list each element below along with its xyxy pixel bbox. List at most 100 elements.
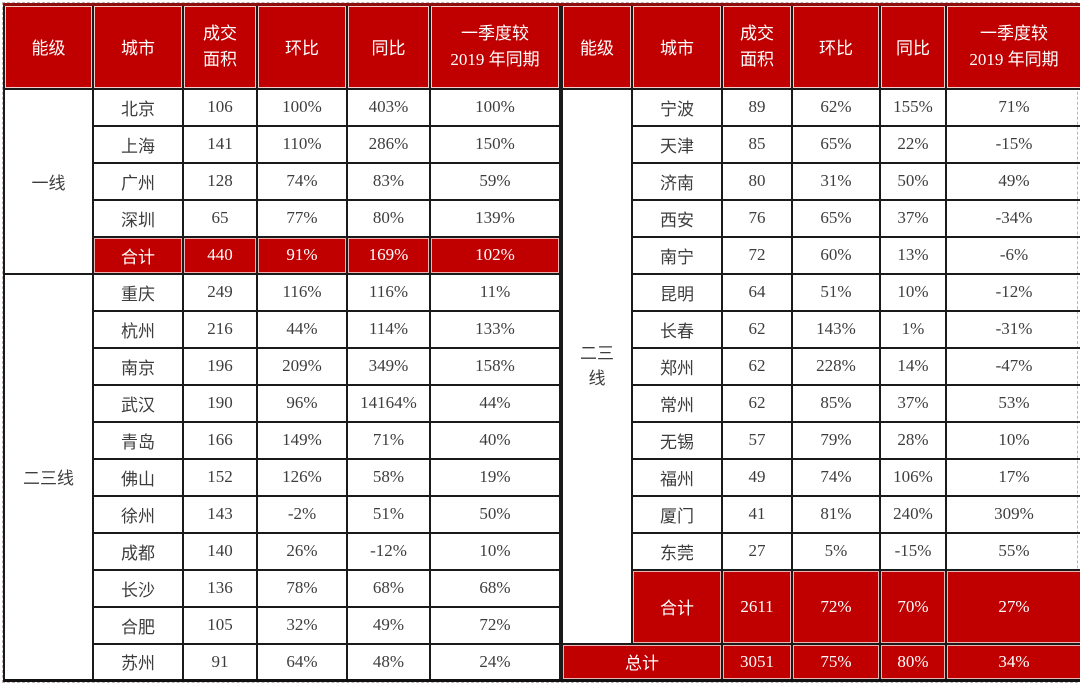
yoy-cell: 50% xyxy=(879,161,947,201)
mom-cell: 228% xyxy=(791,346,881,386)
table-row: 合肥 105 32% 49% 72% xyxy=(4,605,561,645)
header-mom: 环比 xyxy=(256,3,348,90)
yoy-cell: 14164% xyxy=(346,383,431,423)
yoy-cell: 48% xyxy=(346,642,431,682)
header-city: 城市 xyxy=(631,3,723,90)
right-header-row: 能级 城市 成交 面积 环比 同比 一季度较 2019 年同期 xyxy=(561,3,1080,90)
area-cell: 140 xyxy=(182,531,258,571)
header-yoy: 同比 xyxy=(879,3,947,90)
vs2019-cell: 10% xyxy=(429,531,561,571)
yoy-cell: 37% xyxy=(879,383,947,423)
header-tier: 能级 xyxy=(561,3,633,90)
mom-cell: 65% xyxy=(791,124,881,164)
area-cell: 3051 xyxy=(721,642,793,682)
table-row: 西安 76 65% 37% -34% xyxy=(562,198,1080,238)
city-cell: 北京 xyxy=(92,87,184,127)
yoy-cell: 1% xyxy=(879,309,947,349)
vs2019-cell: 40% xyxy=(429,420,561,460)
header-city: 城市 xyxy=(92,3,184,90)
vs2019-cell: 50% xyxy=(429,494,561,534)
area-cell: 190 xyxy=(182,383,258,423)
vs2019-cell: -6% xyxy=(945,235,1080,275)
grand-total-row: 总计 3051 75% 80% 34% xyxy=(561,642,1080,682)
vs2019-cell: 10% xyxy=(945,420,1080,460)
header-yoy: 同比 xyxy=(346,3,431,90)
vs2019-cell: -31% xyxy=(945,309,1080,349)
city-cell: 长沙 xyxy=(92,568,184,608)
city-cell: 青岛 xyxy=(92,420,184,460)
table-row: 一线 北京 106 100% 403% 100% xyxy=(3,87,561,275)
mom-cell: 5% xyxy=(791,531,881,571)
yoy-cell: 155% xyxy=(879,87,947,127)
city-cell: 重庆 xyxy=(92,272,184,312)
city-cell: 武汉 xyxy=(92,383,184,423)
mom-cell: 209% xyxy=(256,346,348,386)
yoy-cell: 22% xyxy=(879,124,947,164)
yoy-cell: -15% xyxy=(879,531,947,571)
mom-cell: 26% xyxy=(256,531,348,571)
subtotal-label-cell: 合计 xyxy=(631,568,723,645)
vs2019-cell: -12% xyxy=(945,272,1080,312)
city-cell: 南京 xyxy=(92,346,184,386)
yoy-cell: 58% xyxy=(346,457,431,497)
tier1-cell: 一线 xyxy=(3,87,94,275)
city-cell: 南宁 xyxy=(631,235,723,275)
mom-cell: 65% xyxy=(791,198,881,238)
mom-cell: 77% xyxy=(256,198,348,238)
area-cell: 72 xyxy=(721,235,793,275)
yoy-cell: 71% xyxy=(346,420,431,460)
table-row: 无锡 57 79% 28% 10% xyxy=(562,420,1080,460)
area-cell: 27 xyxy=(721,531,793,571)
yoy-cell: 49% xyxy=(346,605,431,645)
yoy-cell: 106% xyxy=(879,457,947,497)
area-cell: 76 xyxy=(721,198,793,238)
mom-cell: 75% xyxy=(791,642,881,682)
area-cell: 249 xyxy=(182,272,258,312)
table-row: 徐州 143 -2% 51% 50% xyxy=(4,494,561,534)
city-cell: 上海 xyxy=(92,124,184,164)
mom-cell: 60% xyxy=(791,235,881,275)
header-area: 成交 面积 xyxy=(721,3,793,90)
vs2019-cell: 11% xyxy=(429,272,561,312)
yoy-cell: 37% xyxy=(879,198,947,238)
right-table: 能级 城市 成交 面积 环比 同比 一季度较 2019 年同期 二三 线 宁波 … xyxy=(561,3,1080,682)
header-q1-vs-2019: 一季度较 2019 年同期 xyxy=(945,3,1080,90)
area-cell: 152 xyxy=(182,457,258,497)
city-cell: 郑州 xyxy=(631,346,723,386)
table-row: 长春 62 143% 1% -31% xyxy=(562,309,1080,349)
vs2019-cell: 55% xyxy=(945,531,1080,571)
yoy-cell: 80% xyxy=(879,642,947,682)
table-row: 成都 140 26% -12% 10% xyxy=(4,531,561,571)
table-row: 昆明 64 51% 10% -12% xyxy=(562,272,1080,312)
yoy-cell: 116% xyxy=(346,272,431,312)
table-row: 东莞 27 5% -15% 55% xyxy=(562,531,1080,571)
mom-cell: 126% xyxy=(256,457,348,497)
table-row: 青岛 166 149% 71% 40% xyxy=(4,420,561,460)
city-cell: 昆明 xyxy=(631,272,723,312)
mom-cell: 72% xyxy=(791,568,881,645)
table-row: 南京 196 209% 349% 158% xyxy=(4,346,561,386)
table-row: 佛山 152 126% 58% 19% xyxy=(4,457,561,497)
vs2019-cell: 19% xyxy=(429,457,561,497)
area-cell: 89 xyxy=(721,87,793,127)
vs2019-cell: 309% xyxy=(945,494,1080,534)
yoy-cell: -12% xyxy=(346,531,431,571)
yoy-cell: 28% xyxy=(879,420,947,460)
mom-cell: 74% xyxy=(256,161,348,201)
table-row: 济南 80 31% 50% 49% xyxy=(562,161,1080,201)
yoy-cell: 13% xyxy=(879,235,947,275)
vs2019-cell: -15% xyxy=(945,124,1080,164)
table-row: 常州 62 85% 37% 53% xyxy=(562,383,1080,423)
mom-cell: 51% xyxy=(791,272,881,312)
table-row: 福州 49 74% 106% 17% xyxy=(562,457,1080,497)
city-cell: 杭州 xyxy=(92,309,184,349)
header-tier: 能级 xyxy=(3,3,94,90)
vs2019-cell: -47% xyxy=(945,346,1080,386)
yoy-cell: 51% xyxy=(346,494,431,534)
area-cell: 106 xyxy=(182,87,258,127)
city-cell: 无锡 xyxy=(631,420,723,460)
area-cell: 440 xyxy=(182,235,258,275)
header-area: 成交 面积 xyxy=(182,3,258,90)
area-cell: 2611 xyxy=(721,568,793,645)
